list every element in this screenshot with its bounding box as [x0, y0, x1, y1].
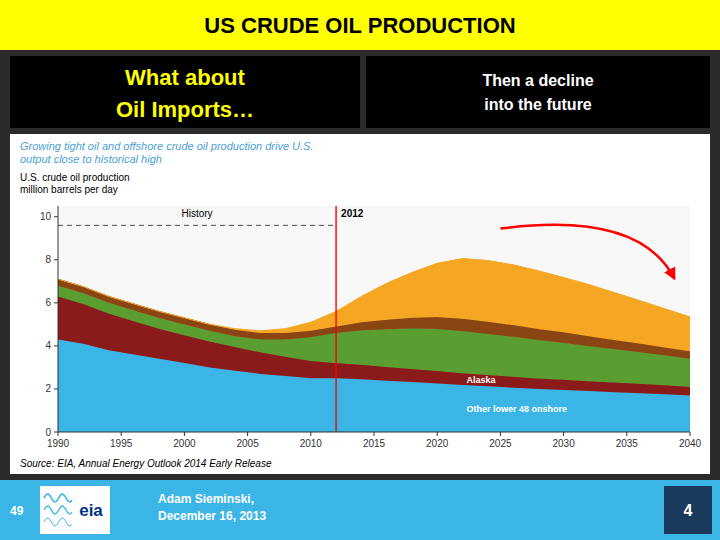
- plot-background: [58, 206, 690, 432]
- reference-line: [335, 206, 336, 432]
- text-line: Then a decline: [482, 72, 593, 89]
- title-bar: [0, 0, 720, 50]
- page-number: 4: [684, 502, 693, 519]
- source: Source: EIA, Annual Energy Outlook 2014 …: [20, 458, 272, 469]
- title: US CRUDE OIL PRODUCTION: [204, 13, 515, 38]
- x-tick-label: 1990: [47, 438, 70, 449]
- x-tick-label: 2035: [616, 438, 639, 449]
- y-tick-label: 10: [40, 211, 52, 222]
- y-axis: [58, 206, 59, 432]
- y-tick-label: 0: [45, 427, 51, 438]
- x-tick-label: 2010: [300, 438, 323, 449]
- chart-panel: [10, 134, 710, 474]
- text-line: December 16, 2013: [158, 509, 266, 523]
- x-tick: [247, 432, 248, 436]
- y-tick-label: 6: [45, 297, 51, 308]
- y-tick: [54, 388, 58, 389]
- area-edge: [58, 259, 690, 331]
- slide-number: 49: [10, 504, 24, 518]
- x-tick-label: 2015: [363, 438, 386, 449]
- subtitle: output close to historical high: [20, 153, 162, 165]
- history-label: History: [181, 208, 212, 219]
- x-tick: [626, 432, 627, 436]
- y-tick: [54, 216, 58, 217]
- y-tick-label: 8: [45, 254, 51, 265]
- x-tick: [374, 432, 375, 436]
- logo-wave: [44, 518, 72, 526]
- subtitle: Growing tight oil and offshore crude oil…: [20, 140, 314, 152]
- x-tick-label: 2020: [426, 438, 449, 449]
- series-label: Other lower 48 onshore: [466, 404, 567, 414]
- annotation-text: Then a decline into the future: [482, 72, 593, 113]
- x-tick: [121, 432, 122, 436]
- y-tick: [54, 432, 58, 433]
- presenter: Adam Sieminski, December 16, 2013: [158, 492, 266, 523]
- overlay-text: Oil Imports…: [116, 97, 254, 122]
- slide: US CRUDE OIL PRODUCTION What about Oil Imp…: [0, 0, 720, 540]
- logo-wave: [44, 506, 72, 514]
- x-tick-label: 1995: [110, 438, 133, 449]
- overlay-box: [10, 56, 360, 128]
- page-box: [664, 486, 712, 534]
- x-tick-label: 2025: [489, 438, 512, 449]
- y-tick-label: 2: [45, 383, 51, 394]
- logo-badge: [40, 486, 110, 534]
- series-label: Alaska: [466, 375, 496, 385]
- plot-marks: [58, 206, 690, 432]
- x-tick-label: 2005: [236, 438, 259, 449]
- x-tick: [58, 432, 59, 436]
- reference-line: [58, 225, 336, 226]
- y-tick: [54, 302, 58, 303]
- x-tick: [310, 432, 311, 436]
- area-fill: [58, 259, 690, 352]
- text-line: into the future: [484, 96, 592, 113]
- x-tick-label: 2040: [679, 438, 702, 449]
- x-tick: [437, 432, 438, 436]
- x-tick: [500, 432, 501, 436]
- annotation-box: [366, 56, 710, 128]
- x-tick: [184, 432, 185, 436]
- logo-text: eia: [79, 501, 103, 520]
- axis-label: U.S. crude oil production: [20, 172, 130, 183]
- future-label: 2012: [341, 208, 364, 219]
- y-tick-label: 4: [45, 340, 51, 351]
- y-tick: [54, 345, 58, 346]
- x-tick: [690, 432, 691, 436]
- axis-label: million barrels per day: [20, 184, 118, 195]
- footer-bar: [0, 480, 720, 540]
- x-tick-label: 2030: [552, 438, 575, 449]
- text-line: Adam Sieminski,: [158, 492, 254, 506]
- slide-background: [0, 0, 720, 540]
- x-tick: [563, 432, 564, 436]
- overlay-text: What about: [125, 65, 245, 90]
- decline-arrow: [500, 225, 674, 279]
- x-tick-label: 2000: [173, 438, 196, 449]
- y-tick: [54, 259, 58, 260]
- logo-wave: [44, 494, 72, 502]
